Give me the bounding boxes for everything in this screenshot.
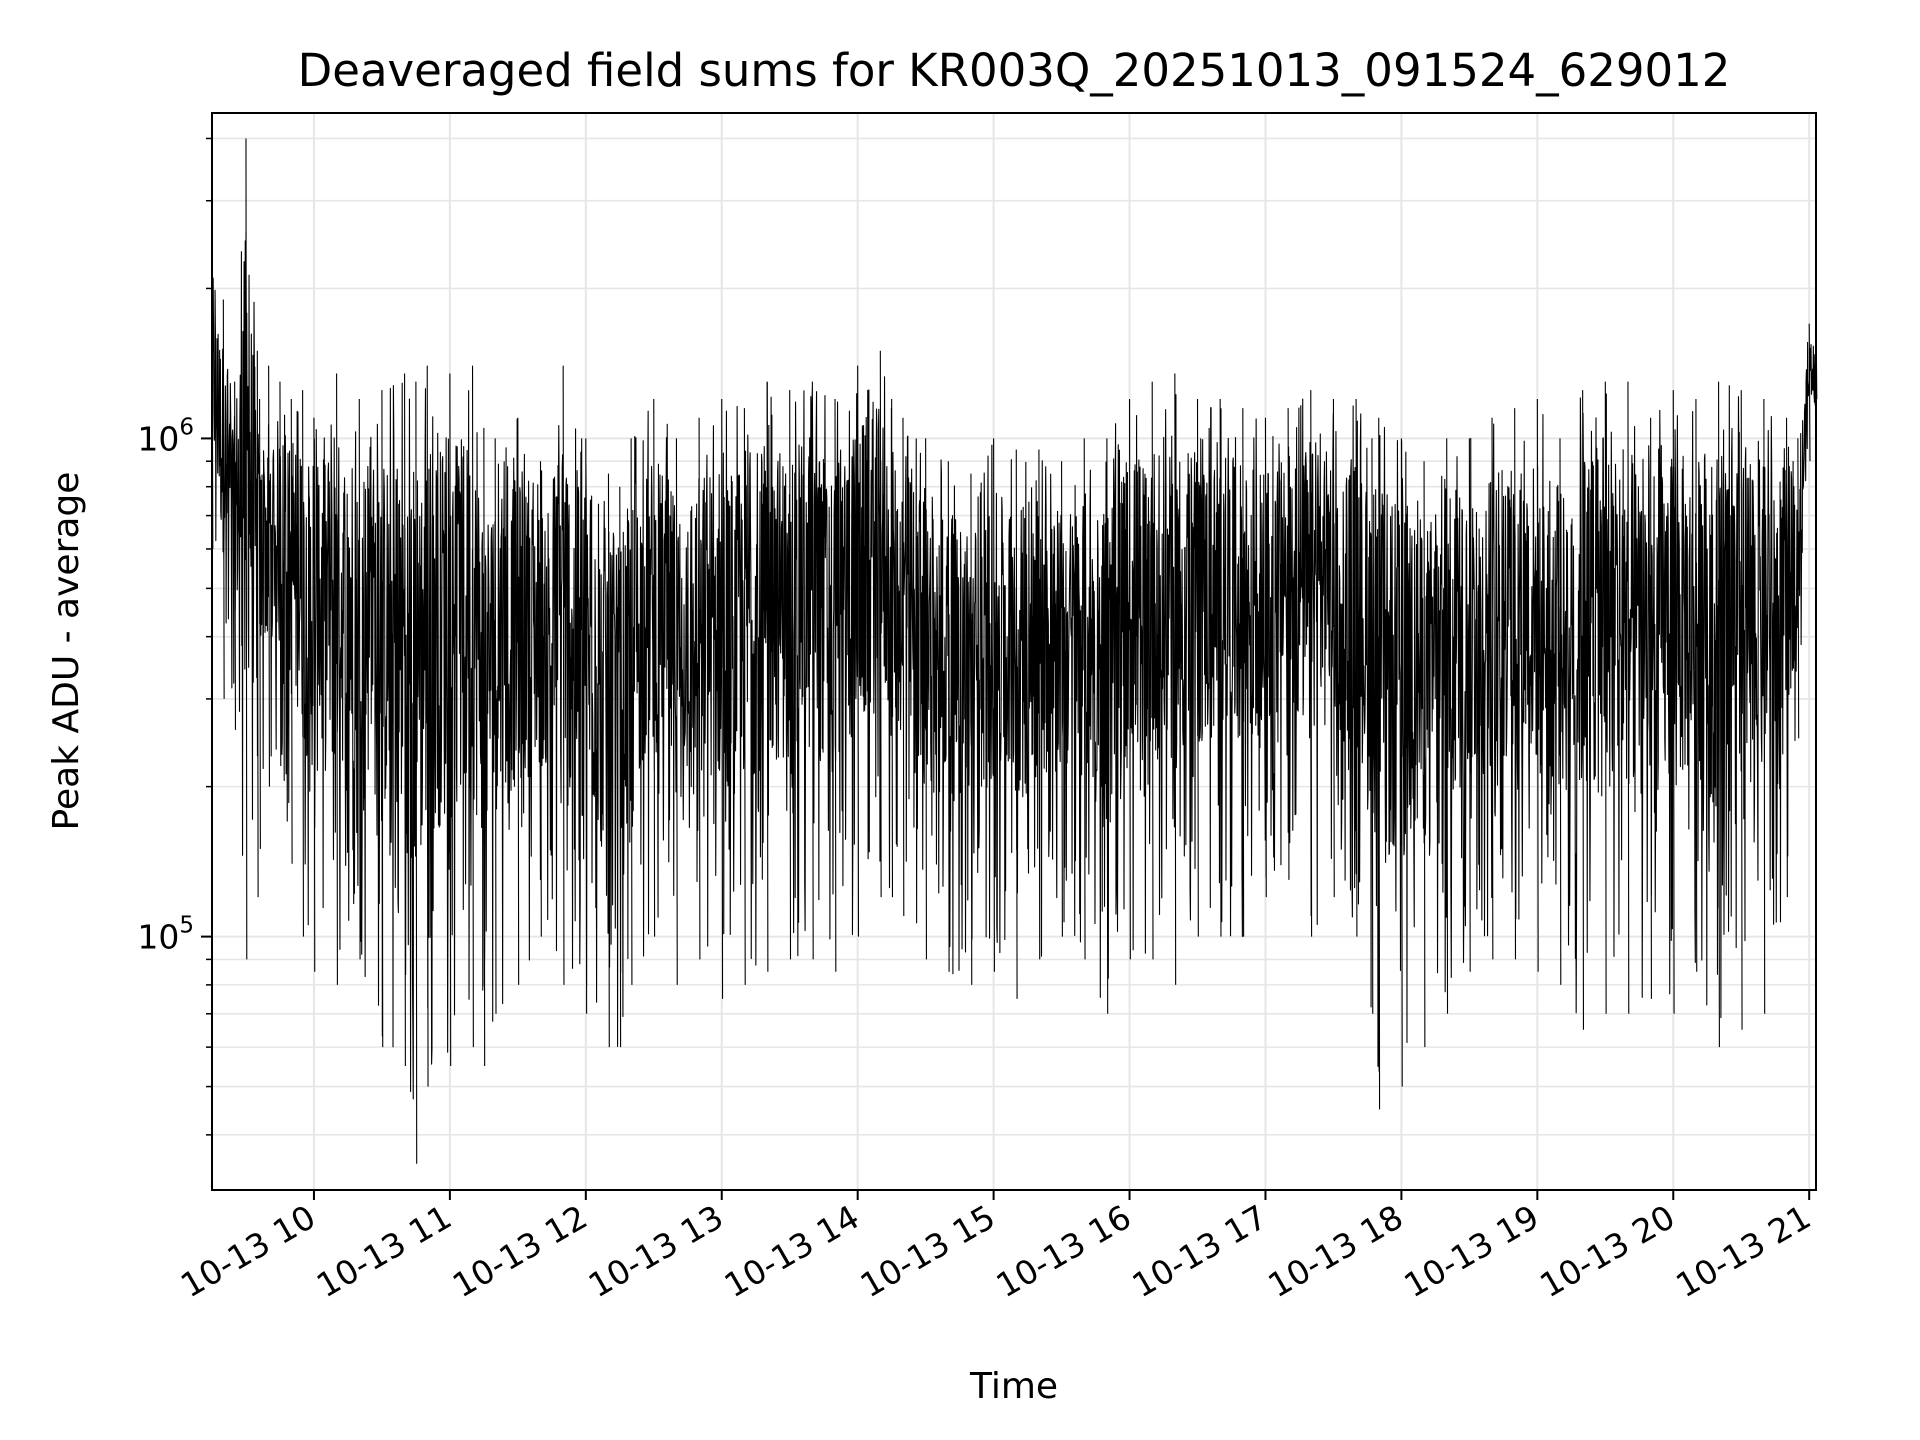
series-path	[211, 138, 1818, 1164]
x-axis-label: Time	[969, 1366, 1058, 1407]
y-tick-label: 105	[137, 913, 194, 957]
y-axis-label: Peak ADU - average	[46, 472, 87, 831]
y-tick-label: 106	[137, 414, 194, 458]
chart-title: Deaveraged field sums for KR003Q_2025101…	[298, 44, 1731, 97]
series-line	[211, 138, 1818, 1164]
y-axis: 105 106	[137, 137, 212, 1136]
plot-area-frame	[211, 112, 1817, 1191]
